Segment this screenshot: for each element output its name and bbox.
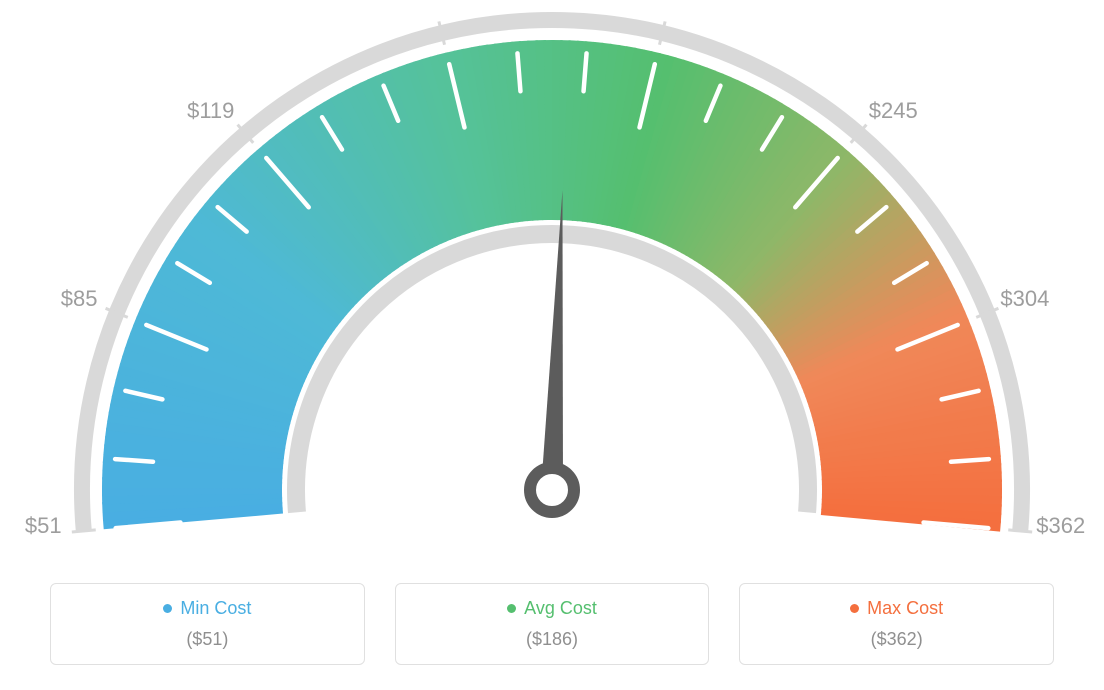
legend-dot-max xyxy=(850,604,859,613)
gauge-tick-label: $304 xyxy=(1000,286,1049,312)
legend-title-min: Min Cost xyxy=(163,598,251,619)
gauge-tick-label: $85 xyxy=(61,286,98,312)
legend-card-min: Min Cost ($51) xyxy=(50,583,365,665)
legend-label-max: Max Cost xyxy=(867,598,943,619)
legend-dot-avg xyxy=(507,604,516,613)
legend-dot-min xyxy=(163,604,172,613)
gauge-tick-label: $119 xyxy=(187,98,234,124)
gauge-needle-pivot xyxy=(530,468,574,512)
gauge-tick-label: $245 xyxy=(869,98,918,124)
legend-card-avg: Avg Cost ($186) xyxy=(395,583,710,665)
chart-container: $51$85$119$186$245$304$362 Min Cost ($51… xyxy=(0,0,1104,690)
legend-label-avg: Avg Cost xyxy=(524,598,597,619)
legend-value-avg: ($186) xyxy=(406,629,699,650)
legend-card-max: Max Cost ($362) xyxy=(739,583,1054,665)
gauge-tick-label: $51 xyxy=(25,513,62,539)
gauge-tick-label: $362 xyxy=(1036,513,1085,539)
legend-value-max: ($362) xyxy=(750,629,1043,650)
legend-label-min: Min Cost xyxy=(180,598,251,619)
gauge-area: $51$85$119$186$245$304$362 xyxy=(0,0,1104,560)
legend-title-max: Max Cost xyxy=(850,598,943,619)
legend-row: Min Cost ($51) Avg Cost ($186) Max Cost … xyxy=(50,583,1054,665)
legend-title-avg: Avg Cost xyxy=(507,598,597,619)
gauge-svg xyxy=(0,0,1104,560)
legend-value-min: ($51) xyxy=(61,629,354,650)
